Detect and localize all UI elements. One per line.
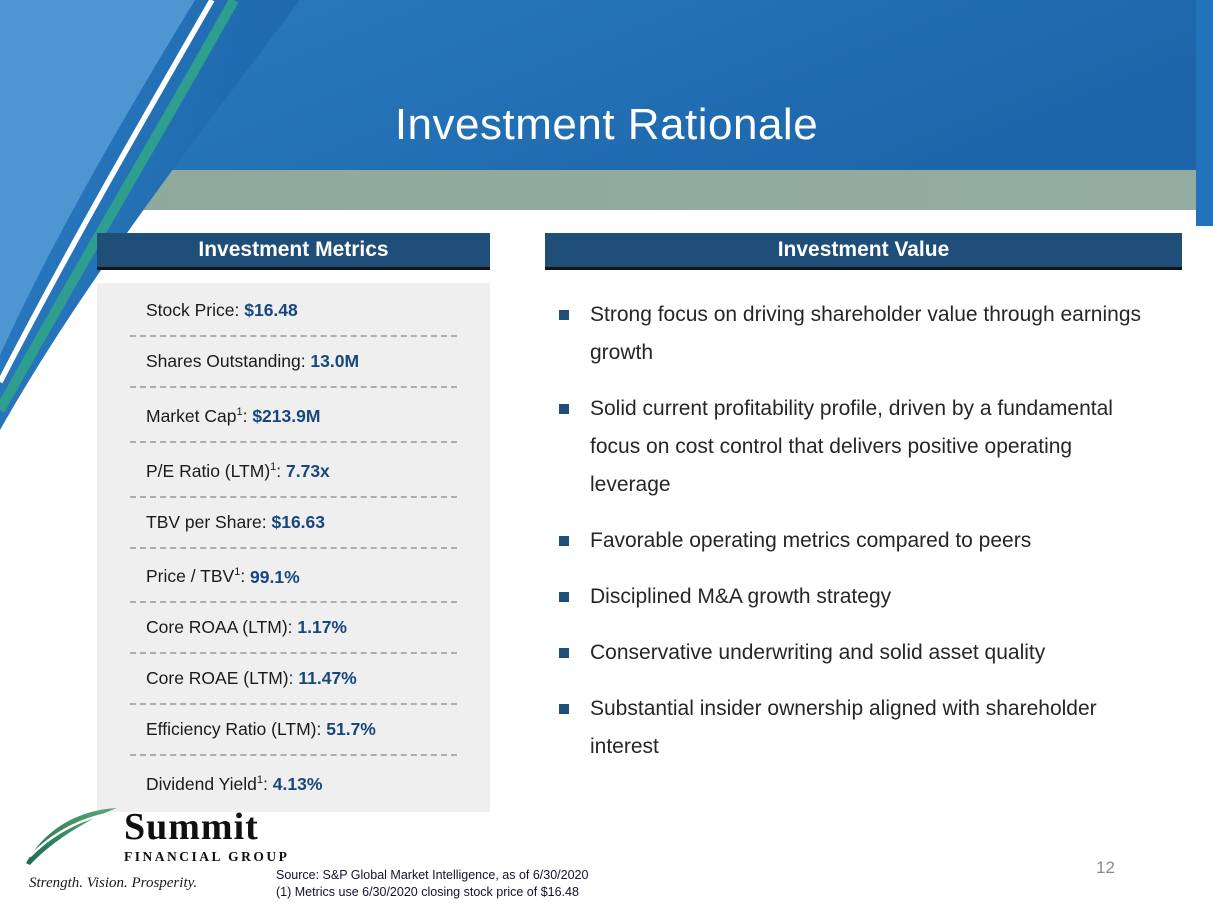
metric-row: Core ROAA (LTM): 1.17%	[130, 601, 457, 652]
logo-swoosh-shape	[26, 808, 117, 866]
metric-label: P/E Ratio (LTM)1:	[146, 460, 286, 481]
metric-value: 99.1%	[250, 566, 300, 587]
source-note: Source: S&P Global Market Intelligence, …	[276, 867, 588, 901]
slide-title: Investment Rationale	[394, 100, 819, 149]
logo-name: Summit	[124, 806, 259, 848]
metric-value: 13.0M	[310, 351, 360, 371]
metric-label: Market Cap1:	[146, 405, 253, 426]
footnote-superscript: 1	[236, 406, 243, 418]
summit-logo-top: Summit FINANCIAL GROUP	[26, 808, 289, 866]
value-panel-header: Investment Value	[545, 233, 1182, 270]
logo-tagline: Strength. Vision. Prosperity.	[29, 875, 198, 891]
page-number: 12	[1096, 858, 1115, 877]
value-bullet-item: Favorable operating metrics compared to …	[557, 522, 1142, 560]
metric-row: P/E Ratio (LTM)1: 7.73x	[130, 440, 457, 496]
metric-label: TBV per Share:	[146, 511, 272, 532]
metric-value: 7.73x	[286, 460, 330, 481]
metric-row: Dividend Yield1: 4.13%	[130, 754, 457, 809]
sage-green-band	[0, 170, 1196, 210]
value-bullet-list: Strong focus on driving shareholder valu…	[545, 296, 1182, 766]
value-bullet-item: Substantial insider ownership aligned wi…	[557, 690, 1142, 766]
metrics-panel-header: Investment Metrics	[97, 233, 490, 270]
metric-row: TBV per Share: $16.63	[130, 495, 457, 547]
metrics-list: Stock Price: $16.48 Shares Outstanding: 1…	[97, 283, 490, 813]
metric-value: $16.63	[271, 511, 326, 532]
value-bullet-item: Conservative underwriting and solid asse…	[557, 634, 1142, 672]
metric-label: Stock Price:	[146, 300, 245, 320]
metric-label: Dividend Yield1:	[146, 774, 273, 795]
value-bullet-item: Strong focus on driving shareholder valu…	[557, 296, 1142, 372]
metric-value: $16.48	[244, 300, 298, 320]
metric-label: Core ROAA (LTM):	[146, 617, 298, 638]
metric-row: Stock Price: $16.48	[130, 286, 457, 335]
investment-metrics-panel: Investment Metrics Stock Price: $16.48 Sh…	[97, 233, 490, 813]
metric-value: $213.9M	[252, 405, 321, 426]
metric-value: 11.47%	[298, 668, 357, 689]
summit-logo-mark	[26, 808, 117, 866]
logo-white-line	[29, 811, 114, 858]
metric-row: Core ROAE (LTM): 11.47%	[130, 652, 457, 703]
footnote-superscript: 1	[270, 460, 277, 473]
summit-logo: Summit FINANCIAL GROUP Strength. Vision.…	[26, 808, 289, 892]
footnote-superscript: 1	[256, 774, 264, 787]
metric-row: Market Cap1: $213.9M	[130, 386, 457, 441]
metric-label: Price / TBV1:	[146, 566, 251, 587]
source-line-1: Source: S&P Global Market Intelligence, …	[276, 868, 589, 882]
metric-value: 4.13%	[272, 774, 323, 795]
summit-logo-text: Summit FINANCIAL GROUP	[124, 808, 289, 865]
metric-row: Shares Outstanding: 13.0M	[130, 335, 457, 386]
metric-value: 1.17%	[297, 617, 347, 638]
metric-label: Efficiency Ratio (LTM):	[146, 719, 327, 740]
logo-subtitle: FINANCIAL GROUP	[124, 849, 290, 864]
value-bullet-item: Solid current profitability profile, dri…	[557, 390, 1142, 504]
metric-row: Price / TBV1: 99.1%	[130, 546, 457, 602]
metric-label: Core ROAE (LTM):	[146, 668, 299, 689]
value-bullet-item: Disciplined M&A growth strategy	[557, 578, 1142, 616]
source-line-2: (1) Metrics use 6/30/2020 closing stock …	[276, 885, 579, 899]
footnote-superscript: 1	[234, 566, 241, 579]
metric-row: Efficiency Ratio (LTM): 51.7%	[130, 703, 457, 754]
metric-value: 51.7%	[326, 719, 376, 740]
metric-label: Shares Outstanding:	[146, 351, 311, 371]
investment-value-panel: Investment Value Strong focus on driving…	[545, 233, 1182, 784]
